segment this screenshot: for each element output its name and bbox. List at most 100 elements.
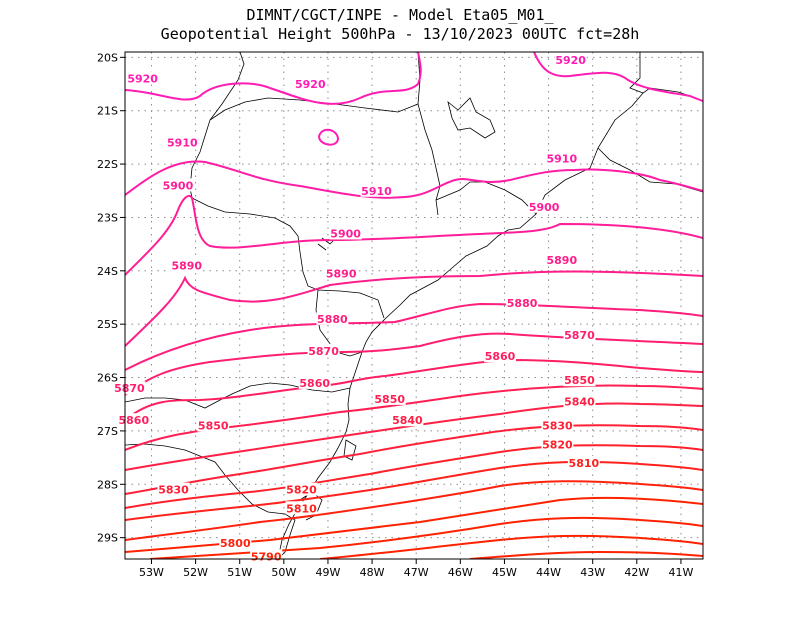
contour-label: 5870 [114, 382, 145, 395]
contour-line-5920 [318, 128, 339, 146]
contour-line-5760 [469, 550, 703, 559]
lon-tick-label: 52W [183, 566, 208, 579]
contour-label: 5800 [220, 537, 251, 550]
coastline-borders [125, 52, 703, 559]
contour-label-bg [506, 295, 539, 309]
contour-label-bg [325, 266, 358, 280]
uruguay-border [125, 443, 296, 559]
contour-label-bg [563, 394, 596, 408]
axis-ticks: 53W 52W 51W 50W 49W 48W 47W 46W 45W 44W 43W 42W 41W 2… [97, 51, 693, 579]
contour-line-5910 [125, 160, 703, 199]
contour-label-bg [113, 381, 146, 395]
contour-line-5870 [125, 332, 703, 396]
contour-label: 5920 [295, 78, 326, 91]
lon-tick-label: 49W [316, 566, 341, 579]
state-border-east [417, 52, 441, 216]
contour-label: 5870 [308, 345, 339, 358]
contour-label-bg [541, 418, 574, 432]
contour-line-5810 [125, 460, 703, 521]
contour-label: 5810 [286, 502, 317, 515]
lon-tick-label: 48W [360, 566, 385, 579]
contour-label-bg [197, 418, 230, 432]
contour-label: 5880 [507, 297, 538, 310]
contour-line-5920 [533, 52, 703, 102]
contour-label: 5810 [569, 457, 600, 470]
contour-label: 5900 [163, 179, 194, 192]
contour-line-5880 [125, 302, 703, 371]
contour-label-bg [294, 77, 327, 91]
contour-label: 5830 [542, 420, 573, 433]
contour-labels: 5920 5920 5920 5910 5910 5910 5900 5900 5900 5890… [113, 53, 600, 563]
contour-label-bg [161, 178, 194, 192]
lon-tick-label: 44W [536, 566, 561, 579]
contour-label-bg [170, 258, 203, 272]
paraguay-border [191, 197, 385, 319]
lat-tick-label: 25S [97, 318, 118, 331]
contour-line-5770 [319, 534, 703, 559]
contour-line-5830 [125, 424, 703, 495]
lat-tick-label: 29S [97, 532, 118, 545]
map-title-line1: DIMNT/CGCT/INPE - Model Eta05_M01_ [246, 6, 554, 24]
contour-label-bg [219, 535, 252, 549]
contour-label: 5840 [392, 414, 423, 427]
contour-label: 5830 [158, 484, 189, 497]
contour-label-bg [484, 349, 517, 363]
lon-tick-label: 45W [492, 566, 517, 579]
contour-label-bg [528, 199, 561, 213]
atlantic-coastline [277, 87, 703, 559]
contour-label: 5840 [564, 396, 595, 409]
contour-label: 5910 [546, 153, 577, 166]
contour-label: 5900 [529, 201, 560, 214]
contour-label: 5820 [286, 484, 317, 497]
contour-label-bg [285, 482, 318, 496]
contour-label: 5880 [317, 313, 348, 326]
contour-label: 5910 [167, 137, 198, 150]
lon-tick-label: 51W [227, 566, 252, 579]
contour-label-bg [126, 71, 159, 85]
lat-tick-label: 24S [97, 265, 118, 278]
contour-label-bg [373, 391, 406, 405]
contour-label-bg [360, 183, 393, 197]
lon-tick-label: 43W [580, 566, 605, 579]
contour-label-bg [545, 253, 578, 267]
contour-label-bg [391, 413, 424, 427]
state-border-sp-mg [209, 97, 419, 121]
lat-tick-label: 22S [97, 158, 118, 171]
contour-label-bg [307, 343, 340, 357]
contour-label: 5850 [374, 393, 405, 406]
contour-label-bg [166, 135, 199, 149]
map-title-line2: Geopotential Height 500hPa - 13/10/2023 … [160, 25, 640, 43]
contour-label: 5850 [198, 420, 229, 433]
contour-label: 5820 [542, 438, 573, 451]
contour-label: 5890 [171, 259, 202, 272]
map-frame [124, 51, 704, 560]
lon-tick-label: 47W [404, 566, 429, 579]
contour-label-bg [563, 327, 596, 341]
contour-line-5800 [125, 480, 703, 541]
state-border-north [189, 52, 245, 199]
contour-label-bg [117, 413, 150, 427]
lat-tick-label: 21S [97, 105, 118, 118]
contour-label-bg [563, 373, 596, 387]
contour-label-bg [329, 226, 362, 240]
contour-label: 5920 [555, 54, 586, 67]
contour-label: 5860 [119, 414, 150, 427]
contour-label-bg [298, 375, 331, 389]
lat-tick-label: 26S [97, 372, 118, 385]
contour-label: 5860 [485, 350, 516, 363]
contour-line-5780 [149, 516, 703, 559]
contour-label: 5850 [564, 374, 595, 387]
lon-tick-label: 53W [139, 566, 164, 579]
contour-label-bg [157, 482, 190, 496]
contour-line-5900 [125, 194, 703, 276]
argentina-border [125, 382, 351, 409]
contour-label-bg [554, 53, 587, 67]
lat-tick-label: 28S [97, 478, 118, 491]
lat-tick-label: 23S [97, 211, 118, 224]
contour-line-5860 [125, 358, 703, 421]
contour-line-5890 [125, 270, 703, 347]
contour-label: 5890 [326, 267, 357, 280]
contour-label-bg [541, 437, 574, 451]
lon-tick-label: 46W [448, 566, 473, 579]
